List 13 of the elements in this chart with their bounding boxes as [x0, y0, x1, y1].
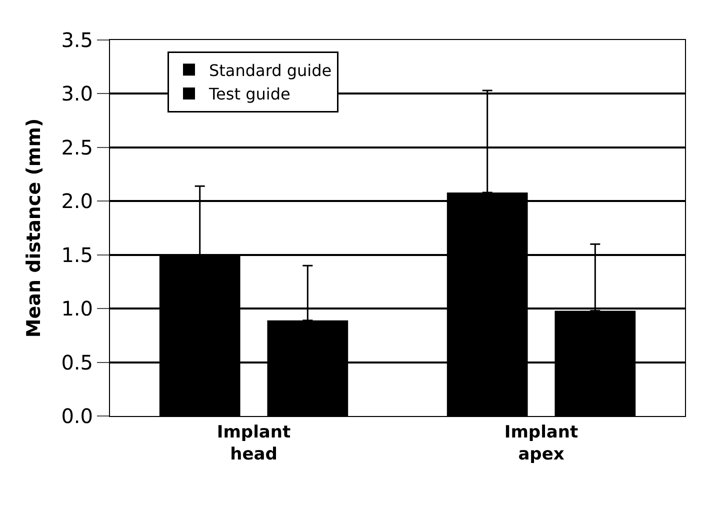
- x-tick-label: Implant head: [216, 422, 291, 464]
- x-tick-label: Implant apex: [504, 422, 578, 464]
- y-tick-label: 1.5: [61, 242, 93, 267]
- y-axis-title: Mean distance (mm): [23, 118, 46, 338]
- y-tick-label: 2.5: [61, 135, 93, 160]
- y-tick-label: 0.0: [61, 404, 93, 428]
- y-tick-label: 2.0: [61, 189, 93, 214]
- legend-label: Standard guide: [209, 60, 332, 80]
- y-tick-label: 1.0: [61, 296, 93, 321]
- legend-label: Test guide: [208, 84, 290, 104]
- y-tick-label: 0.5: [61, 350, 93, 374]
- y-tick-label: 3.5: [61, 28, 93, 52]
- y-tick-label: 3.0: [61, 82, 93, 106]
